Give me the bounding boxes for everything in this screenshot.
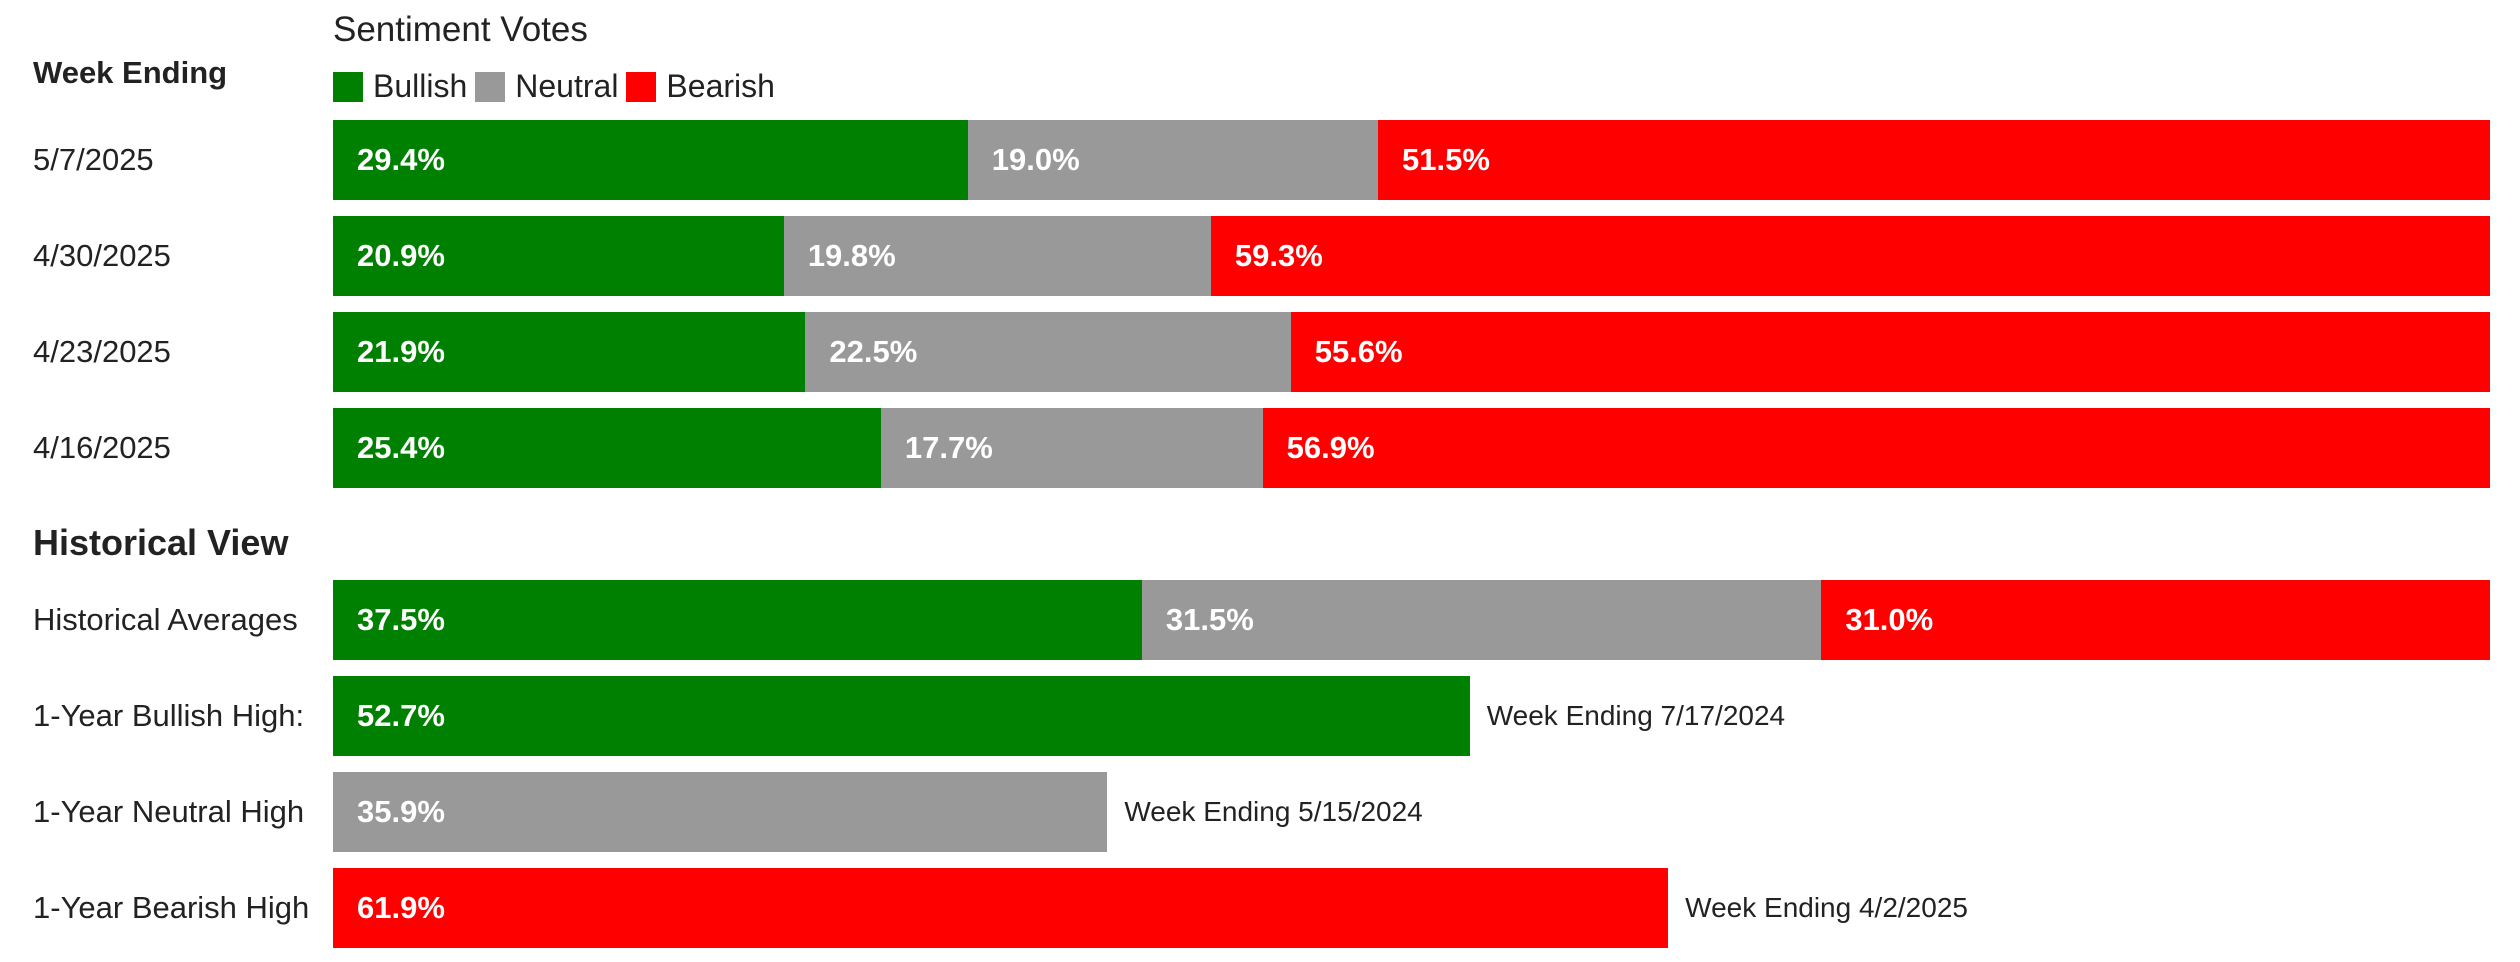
bearish-high-bar: 61.9% xyxy=(333,868,1669,948)
week-row-1-bar: 20.9% 19.8% 59.3% xyxy=(333,216,2490,296)
historical-average-row-neutral-segment: 31.5% xyxy=(1141,580,1822,660)
week-row-0-bullish-value: 29.4% xyxy=(357,142,445,177)
legend-label-neutral: Neutral xyxy=(515,68,619,104)
week-row-0-bearish-segment: 51.5% xyxy=(1378,120,2490,200)
legend-swatch-bullish xyxy=(333,71,363,102)
week-row-1-bearish-value: 59.3% xyxy=(1234,238,1323,273)
legend-label-bullish: Bullish xyxy=(373,68,468,104)
week-row-3-label: 4/16/2025 xyxy=(33,430,171,465)
week-row-1-bullish-segment: 20.9% xyxy=(333,216,784,296)
legend-item-bearish: Bearish xyxy=(626,68,775,105)
week-row-0-neutral-value: 19.0% xyxy=(991,142,1080,177)
week-row-2-bullish-segment: 21.9% xyxy=(333,312,806,392)
bullish-high-label: 1-Year Bullish High: xyxy=(33,698,305,733)
historical-view-header: Historical View xyxy=(33,522,289,563)
legend-label-bearish: Bearish xyxy=(666,68,775,104)
week-row-2-neutral-value: 22.5% xyxy=(829,334,918,369)
legend-item-neutral: Neutral xyxy=(475,68,618,105)
historical-average-row-bearish-value: 31.0% xyxy=(1845,602,1934,637)
bullish-high-value: 52.7% xyxy=(357,698,445,733)
week-row-2-bearish-value: 55.6% xyxy=(1314,334,1403,369)
legend-item-bullish: Bullish xyxy=(333,68,467,105)
historical-average-row-neutral-value: 31.5% xyxy=(1165,602,1254,637)
bearish-high-date: Week Ending 4/2/2025 xyxy=(1685,892,1968,923)
neutral-high-label: 1-Year Neutral High xyxy=(33,794,305,829)
week-row-3-bullish-segment: 25.4% xyxy=(333,408,881,488)
historical-average-row-bullish-segment: 37.5% xyxy=(333,580,1142,660)
bullish-high-bar: 52.7% xyxy=(333,676,1470,756)
legend-swatch-neutral xyxy=(475,71,506,102)
bearish-high-value: 61.9% xyxy=(357,890,445,925)
week-row-2-bullish-value: 21.9% xyxy=(357,334,445,369)
chart-title: Sentiment Votes xyxy=(333,10,588,49)
historical-average-row-bullish-value: 37.5% xyxy=(357,602,445,637)
week-row-3-neutral-value: 17.7% xyxy=(904,430,993,465)
neutral-high-value: 35.9% xyxy=(357,794,445,829)
neutral-high-date: Week Ending 5/15/2024 xyxy=(1124,796,1423,827)
week-row-3-neutral-segment: 17.7% xyxy=(880,408,1263,488)
week-ending-header: Week Ending xyxy=(33,55,228,90)
week-row-1-neutral-value: 19.8% xyxy=(807,238,896,273)
week-row-2-neutral-segment: 22.5% xyxy=(805,312,1291,392)
week-row-3-bullish-value: 25.4% xyxy=(357,430,445,465)
week-row-0-bearish-value: 51.5% xyxy=(1402,142,1490,177)
historical-average-row-bearish-segment: 31.0% xyxy=(1821,580,2490,660)
week-row-1-neutral-segment: 19.8% xyxy=(783,216,1211,296)
week-row-2-bearish-segment: 55.6% xyxy=(1290,312,2490,392)
week-row-2-bar: 21.9% 22.5% 55.6% xyxy=(333,312,2490,392)
bullish-high-date: Week Ending 7/17/2024 xyxy=(1486,700,1786,731)
week-row-3-bearish-segment: 56.9% xyxy=(1262,408,2490,488)
week-row-1-label: 4/30/2025 xyxy=(33,238,171,273)
bearish-high-label: 1-Year Bearish High xyxy=(33,890,310,925)
week-row-1-bearish-segment: 59.3% xyxy=(1210,216,2490,296)
week-row-0-bar: 29.4% 19.0% 51.5% xyxy=(333,120,2490,200)
week-row-3-bar: 25.4% 17.7% 56.9% xyxy=(333,408,2490,488)
neutral-high-bar: 35.9% xyxy=(333,772,1108,852)
legend: Bullish Neutral Bearish xyxy=(333,68,783,105)
historical-average-row-bar: 37.5% 31.5% 31.0% xyxy=(333,580,2490,660)
week-row-0-neutral-segment: 19.0% xyxy=(967,120,1379,200)
week-row-2-label: 4/23/2025 xyxy=(33,334,171,369)
week-row-1-bullish-value: 20.9% xyxy=(357,238,445,273)
historical-average-row-label: Historical Averages xyxy=(33,602,298,637)
legend-swatch-bearish xyxy=(626,71,657,102)
week-row-0-bullish-segment: 29.4% xyxy=(333,120,968,200)
week-row-3-bearish-value: 56.9% xyxy=(1286,430,1375,465)
week-row-0-label: 5/7/2025 xyxy=(33,142,154,177)
